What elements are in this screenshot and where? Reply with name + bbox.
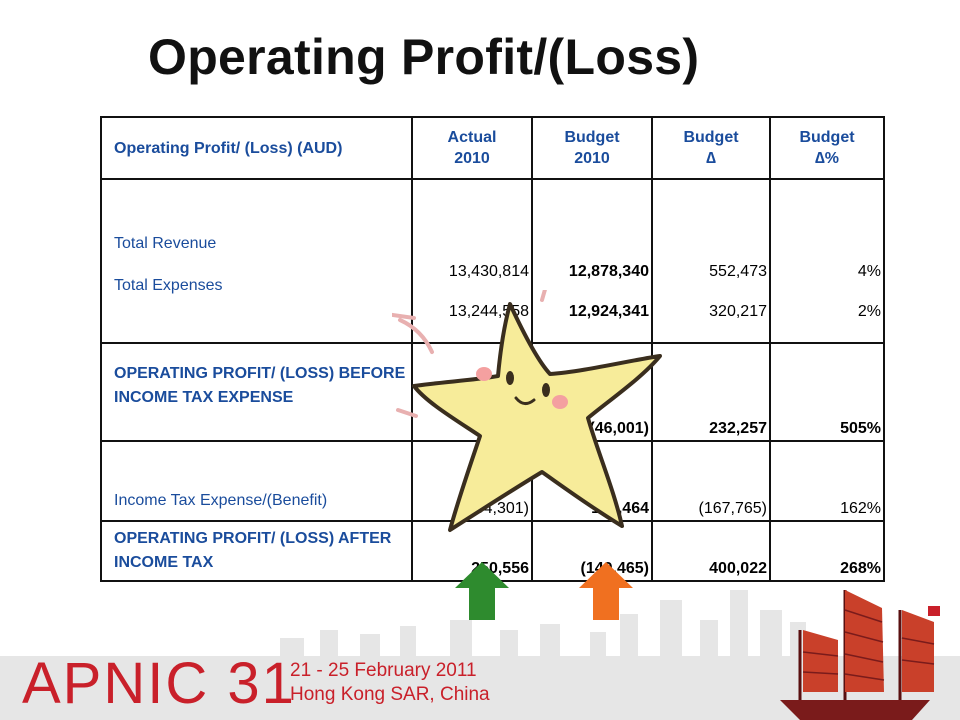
operating-profit-table: Operating Profit/ (Loss) (AUD) Actual 20… [100,116,885,582]
delta-pct-expenses: 2% [857,303,881,320]
delta-revenue: 552,473 [709,263,767,280]
delta-pct-before-tax: 505% [769,342,885,442]
junk-boat-icon [780,590,940,720]
row-label-before-tax: OPERATING PROFIT/ (LOSS) BEFORE INCOME T… [100,342,413,442]
header-budget-line1: Budget [564,129,620,146]
header-delta-line1: Budget [683,129,739,146]
slide-title: Operating Profit/(Loss) [148,29,700,85]
row-label-revenue: Total Revenue [114,235,217,252]
table-header-row: Operating Profit/ (Loss) (AUD) Actual 20… [100,116,885,180]
header-deltapct-line2: ∆% [814,150,839,167]
header-delta-line2: ∆ [706,150,716,167]
header-delta: Budget ∆ [651,116,771,180]
table-row: Total Revenue Total Expenses 13,430,814 … [100,178,885,344]
delta-pct-cell: 4% 2% [769,178,885,344]
apnic-logo: APNIC 31 [22,651,296,716]
header-actual: Actual 2010 [411,116,533,180]
delta-expenses: 320,217 [709,303,767,320]
delta-pct-income-tax: 162% [769,440,885,522]
delta-pct-after-tax: 268% [769,520,885,582]
city-skyline-icon [0,590,960,720]
header-label: Operating Profit/ (Loss) (AUD) [100,116,413,180]
header-deltapct-line1: Budget [799,129,855,146]
actual-revenue: 13,430,814 [448,263,529,280]
budget-cell: 12,878,340 12,924,341 [531,178,653,344]
orange-up-arrow-icon [579,562,633,620]
green-up-arrow-icon [455,562,509,620]
row-label-expenses: Total Expenses [114,277,223,294]
budget-revenue: 12,878,340 [568,263,649,280]
delta-cell: 552,473 320,217 [651,178,771,344]
header-budget-line2: 2010 [574,150,610,167]
budget-after-tax: (149,465) [531,520,653,582]
event-dates: 21 - 25 February 2011 [290,660,477,681]
header-delta-pct: Budget ∆% [769,116,885,180]
delta-before-tax: 232,257 [651,342,771,442]
header-actual-line2: 2010 [454,150,490,167]
star-mascot-icon [392,290,662,532]
table-row: Income Tax Expense/(Benefit) (64,301) 10… [100,440,885,522]
delta-income-tax: (167,765) [651,440,771,522]
row-label-after-tax: OPERATING PROFIT/ (LOSS) AFTER INCOME TA… [100,520,413,582]
delta-pct-revenue: 4% [857,263,881,280]
row-label-income-tax: Income Tax Expense/(Benefit) [100,440,413,522]
budget-expenses: 12,924,341 [568,303,649,320]
delta-after-tax: 400,022 [651,520,771,582]
event-location: Hong Kong SAR, China [290,684,490,705]
row-label-cell: Total Revenue Total Expenses [100,178,413,344]
header-actual-line1: Actual [447,129,497,146]
header-budget: Budget 2010 [531,116,653,180]
